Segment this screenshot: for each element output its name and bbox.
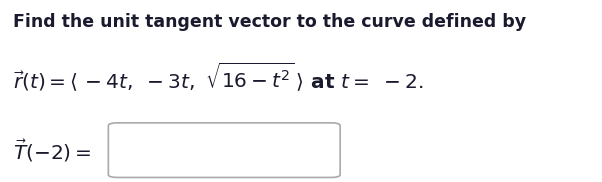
FancyBboxPatch shape: [108, 123, 340, 177]
Text: Find the unit tangent vector to the curve defined by: Find the unit tangent vector to the curv…: [13, 13, 526, 31]
Text: $\vec{r}(t) = \langle\, -4t,\ -3t,\ \sqrt{16-t^2}\,\rangle$ at $t =\ -2.$: $\vec{r}(t) = \langle\, -4t,\ -3t,\ \sqr…: [13, 60, 424, 93]
Text: $\vec{T}(-2) =$: $\vec{T}(-2) =$: [13, 138, 92, 164]
